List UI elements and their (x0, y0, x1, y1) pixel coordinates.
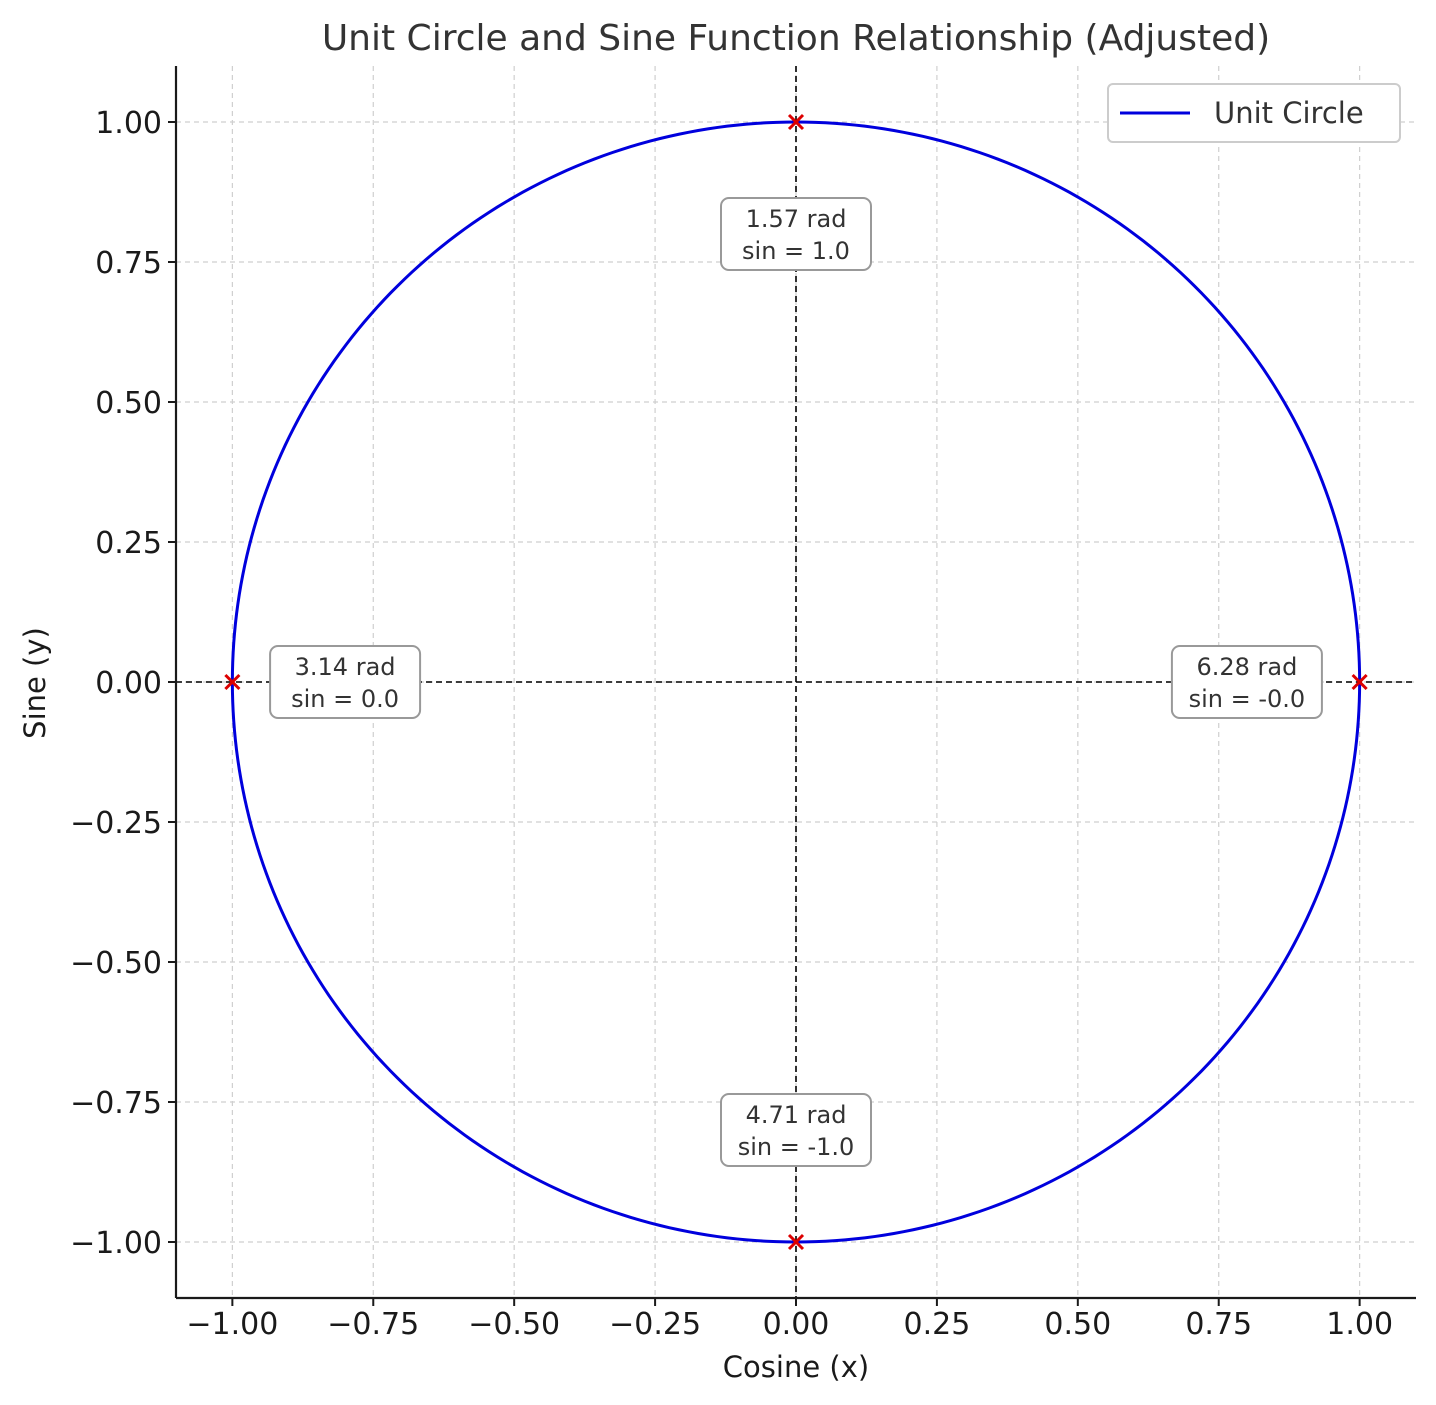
x-tick-label: −0.25 (609, 1307, 701, 1342)
annotation-frame (720, 197, 872, 271)
y-tick-label: −0.75 (70, 1086, 162, 1121)
y-tick-label: 0.00 (95, 666, 162, 701)
x-tick-label: −1.00 (186, 1307, 278, 1342)
annotation-sin-label: sin = -0.0 (1189, 685, 1306, 713)
annotation-sin-label: sin = 0.0 (291, 685, 399, 713)
y-tick-label: 1.00 (95, 106, 162, 141)
x-tick-label: −0.75 (327, 1307, 419, 1342)
annotation-frame (269, 645, 422, 719)
x-tick-label: −0.50 (468, 1307, 560, 1342)
annotation-sin-label: sin = -1.0 (738, 1133, 855, 1161)
annotation-frame (1170, 645, 1323, 719)
marker-stroke (787, 1233, 805, 1251)
point-marker (224, 673, 241, 691)
y-tick-label: 0.50 (95, 386, 162, 421)
point-marker (787, 1233, 805, 1251)
marker-stroke (787, 113, 805, 131)
x-tick-label: 0.75 (1185, 1307, 1252, 1342)
annotation-rad-label: 4.71 rad (746, 1101, 847, 1129)
x-axis-label: Cosine (x) (723, 1350, 869, 1384)
annotation-sin-label: sin = 1.0 (742, 237, 850, 265)
annotation-box: 1.57 rad sin = 1.0 (720, 197, 872, 271)
y-tick-label: 0.75 (95, 246, 162, 281)
annotation-frame (720, 1093, 872, 1167)
x-tick-label: 0.25 (904, 1307, 971, 1342)
x-tick-label: 0.50 (1044, 1307, 1111, 1342)
legend: Unit Circle (1107, 83, 1401, 143)
annotation-box: 6.28 rad sin = -0.0 (1170, 645, 1323, 719)
annotation-rad-label: 6.28 rad (1196, 653, 1297, 681)
marker-stroke (1351, 673, 1368, 691)
x-axis-ticks: −1.00 −0.75 −0.50 −0.25 0.00 0.25 0.50 0.75 1.00 (186, 1298, 1393, 1342)
marker-stroke (224, 673, 241, 691)
point-marker (1351, 673, 1368, 691)
y-tick-label: −1.00 (70, 1226, 162, 1261)
legend-frame (1107, 83, 1401, 143)
chart-title: Unit Circle and Sine Function Relationsh… (322, 18, 1270, 59)
legend-label: Unit Circle (1214, 96, 1364, 130)
y-tick-label: 0.25 (95, 526, 162, 561)
annotation-box: 4.71 rad sin = -1.0 (720, 1093, 872, 1167)
x-tick-label: 0.00 (763, 1307, 830, 1342)
annotation-rad-label: 3.14 rad (295, 653, 396, 681)
markers (224, 113, 1368, 1251)
y-axis-ticks: 1.00 0.75 0.50 0.25 0.00 −0.25 −0.50 −0.75 −1.00 (70, 106, 176, 1261)
y-tick-label: −0.25 (70, 806, 162, 841)
annotation-rad-label: 1.57 rad (746, 205, 847, 233)
y-tick-label: −0.50 (70, 946, 162, 981)
annotations: 1.57 rad sin = 1.0 3.14 rad sin = 0.0 4.71 r… (269, 197, 1323, 1167)
point-marker (787, 113, 805, 131)
annotation-box: 3.14 rad sin = 0.0 (269, 645, 422, 719)
x-tick-label: 1.00 (1326, 1307, 1393, 1342)
y-axis-label: Sine (y) (18, 627, 52, 739)
